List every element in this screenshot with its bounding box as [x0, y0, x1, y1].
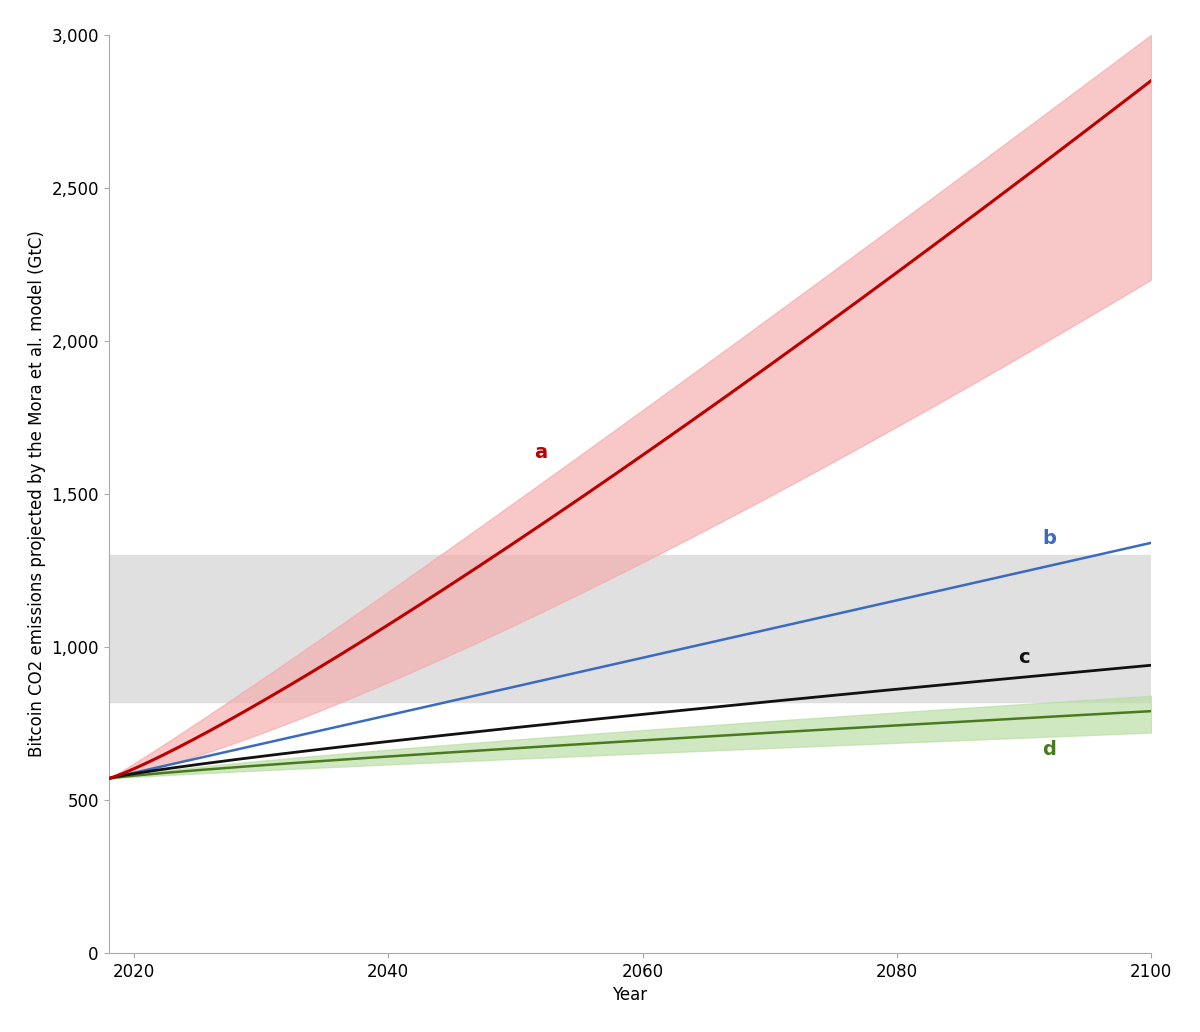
X-axis label: Year: Year — [612, 987, 647, 1004]
Text: d: d — [1043, 740, 1056, 759]
Text: a: a — [534, 444, 547, 462]
Text: b: b — [1043, 528, 1056, 548]
Y-axis label: Bitcoin CO2 emissions projected by the Mora et al. model (GtC): Bitcoin CO2 emissions projected by the M… — [28, 230, 46, 757]
Text: c: c — [1018, 648, 1030, 668]
Bar — [108, 555, 1151, 702]
